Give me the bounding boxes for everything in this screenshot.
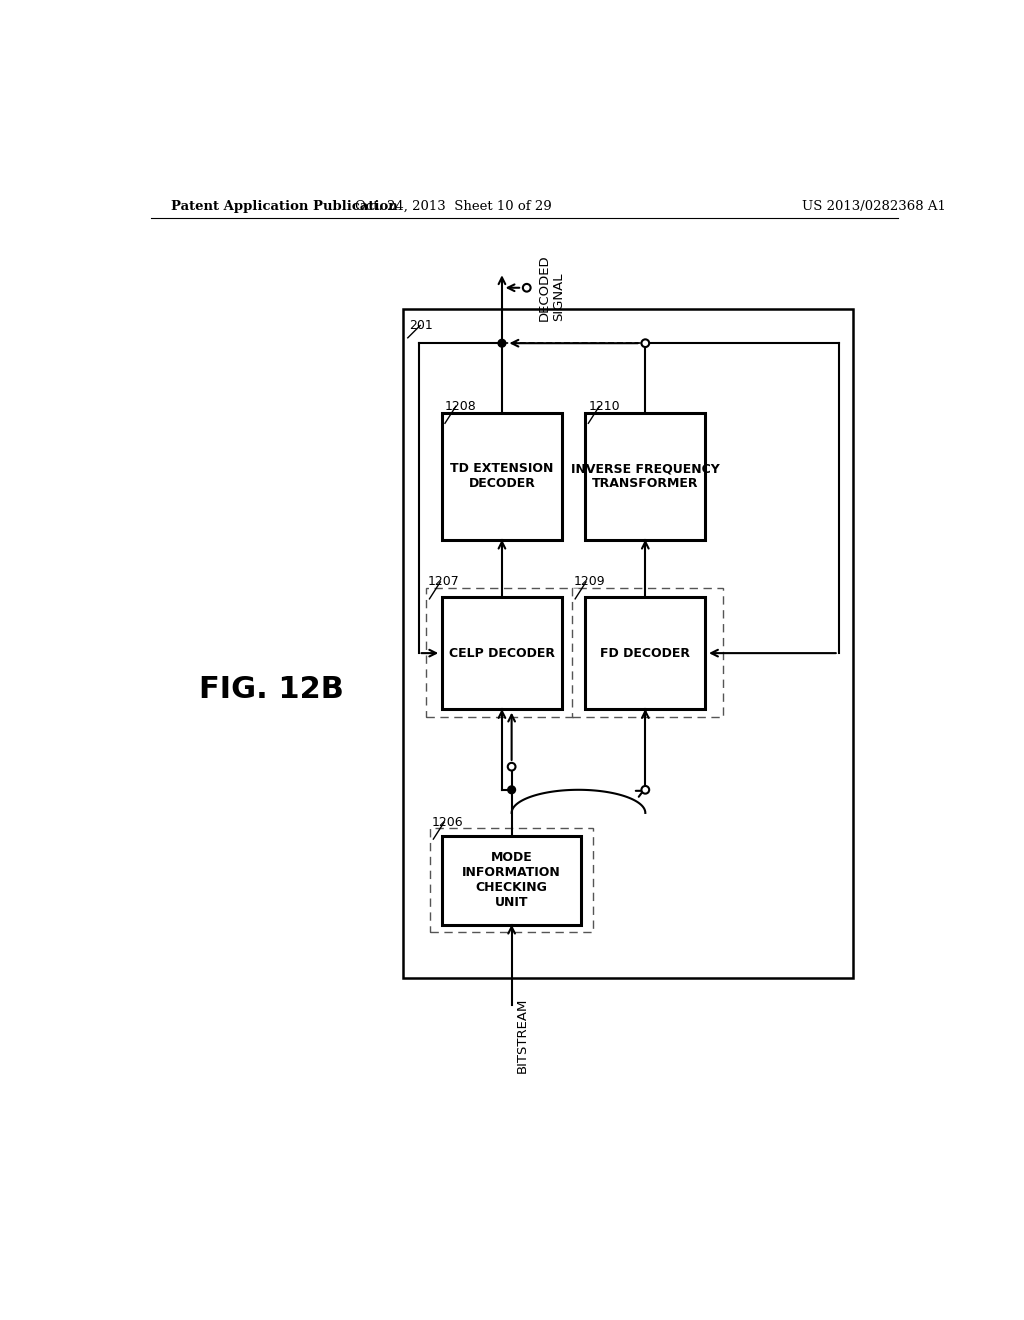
Bar [426, 589, 578, 718]
Text: FD DECODER: FD DECODER [600, 647, 690, 660]
Text: INVERSE FREQUENCY
TRANSFORMER: INVERSE FREQUENCY TRANSFORMER [571, 462, 720, 490]
Circle shape [523, 284, 530, 292]
Bar [403, 309, 853, 978]
Text: BITSTREAM: BITSTREAM [515, 998, 528, 1073]
Bar [572, 589, 723, 718]
Text: CELP DECODER: CELP DECODER [449, 647, 555, 660]
Text: 1208: 1208 [445, 400, 477, 413]
Circle shape [508, 763, 515, 771]
Text: Oct. 24, 2013  Sheet 10 of 29: Oct. 24, 2013 Sheet 10 of 29 [355, 199, 552, 213]
Bar [586, 413, 706, 540]
Text: 1209: 1209 [573, 576, 605, 589]
Text: 201: 201 [410, 319, 433, 333]
Circle shape [641, 785, 649, 793]
Text: MODE
INFORMATION
CHECKING
UNIT: MODE INFORMATION CHECKING UNIT [462, 851, 561, 909]
Text: 1206: 1206 [432, 816, 464, 829]
Bar [442, 413, 562, 540]
Bar [430, 829, 593, 932]
Text: 1207: 1207 [428, 576, 460, 589]
Text: DECODED
SIGNAL: DECODED SIGNAL [538, 255, 565, 321]
Bar [442, 836, 582, 924]
Circle shape [641, 339, 649, 347]
Circle shape [498, 339, 506, 347]
Circle shape [508, 785, 515, 793]
Text: FIG. 12B: FIG. 12B [199, 676, 344, 704]
Text: 1210: 1210 [589, 400, 620, 413]
Bar [586, 597, 706, 709]
Text: Patent Application Publication: Patent Application Publication [171, 199, 397, 213]
Text: TD EXTENSION
DECODER: TD EXTENSION DECODER [451, 462, 554, 490]
Text: US 2013/0282368 A1: US 2013/0282368 A1 [802, 199, 946, 213]
Bar [442, 597, 562, 709]
